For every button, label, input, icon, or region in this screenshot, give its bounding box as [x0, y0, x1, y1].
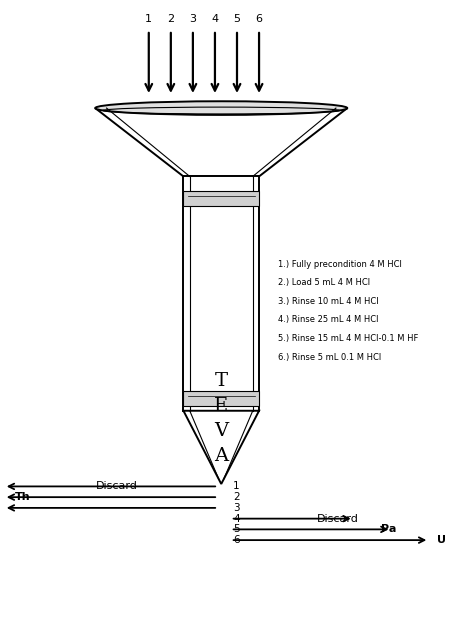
Polygon shape: [183, 411, 259, 484]
Text: 4: 4: [233, 514, 240, 523]
Text: T
E
V
A: T E V A: [214, 371, 228, 464]
Text: 2: 2: [233, 492, 240, 502]
Polygon shape: [183, 191, 259, 205]
Polygon shape: [183, 176, 259, 411]
Polygon shape: [95, 108, 347, 176]
Text: 1: 1: [233, 481, 240, 492]
Text: 6.) Rinse 5 mL 0.1 M HCl: 6.) Rinse 5 mL 0.1 M HCl: [278, 352, 381, 361]
Polygon shape: [183, 391, 259, 406]
Text: 6: 6: [255, 14, 263, 24]
Text: 3: 3: [190, 14, 196, 24]
Text: 3.) Rinse 10 mL 4 M HCl: 3.) Rinse 10 mL 4 M HCl: [278, 297, 379, 306]
Text: 5.) Rinse 15 mL 4 M HCl-0.1 M HF: 5.) Rinse 15 mL 4 M HCl-0.1 M HF: [278, 334, 419, 343]
Text: 1.) Fully precondition 4 M HCl: 1.) Fully precondition 4 M HCl: [278, 259, 402, 269]
Text: 4: 4: [211, 14, 219, 24]
Text: Th: Th: [15, 492, 30, 502]
Text: 4.) Rinse 25 mL 4 M HCl: 4.) Rinse 25 mL 4 M HCl: [278, 315, 378, 324]
Text: 2.) Load 5 mL 4 M HCl: 2.) Load 5 mL 4 M HCl: [278, 279, 370, 287]
Text: Discard: Discard: [96, 481, 138, 492]
Text: 3: 3: [233, 503, 240, 513]
Text: 2: 2: [167, 14, 174, 24]
Text: U: U: [438, 535, 447, 545]
Text: 1: 1: [145, 14, 152, 24]
Text: 5: 5: [233, 524, 240, 534]
Text: Pa: Pa: [381, 524, 396, 534]
Text: 5: 5: [234, 14, 240, 24]
Text: Discard: Discard: [317, 514, 359, 523]
Ellipse shape: [95, 101, 347, 115]
Text: 6: 6: [233, 535, 240, 545]
